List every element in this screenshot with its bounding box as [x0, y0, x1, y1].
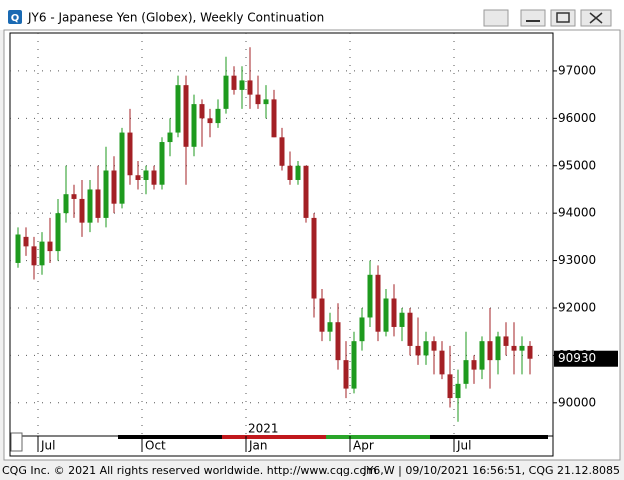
period-bar [326, 435, 430, 439]
candle-body [471, 360, 477, 370]
candle-body [87, 189, 93, 223]
candle-body [295, 165, 301, 180]
candle-body [63, 194, 69, 214]
y-tick-label: 92000 [558, 300, 596, 314]
candle-body [487, 341, 493, 361]
candle-body [527, 345, 533, 359]
candle-body [207, 118, 213, 124]
candle-body [143, 170, 149, 180]
candle-body [383, 298, 389, 332]
candle-body [303, 165, 309, 218]
candle-body [103, 170, 109, 218]
candle-body [167, 132, 173, 143]
x-tick-label: Jul [40, 439, 55, 453]
period-bar [222, 435, 326, 439]
candle-body [455, 383, 461, 399]
candle-body [335, 322, 341, 361]
candle-body [431, 341, 437, 351]
candle-body [519, 345, 525, 351]
period-bar [430, 435, 548, 439]
scroll-handle[interactable] [10, 432, 23, 452]
candle-body [15, 234, 21, 263]
x-tick-label: Jul [456, 439, 471, 453]
candle-body [279, 137, 285, 166]
last-price-box [554, 350, 618, 367]
x-tick-label: Jan [248, 439, 268, 453]
y-tick-label: 90000 [558, 395, 596, 409]
y-tick-label: 93000 [558, 253, 596, 267]
candle-body [39, 241, 45, 266]
candle-body [159, 142, 165, 185]
candle-body [399, 312, 405, 327]
last-price-label: 90930 [558, 351, 596, 365]
y-tick-label: 95000 [558, 158, 596, 172]
app-icon-letter: Q [11, 13, 20, 24]
candle-body [271, 99, 277, 138]
app-icon [8, 10, 22, 24]
candle-body [151, 170, 157, 185]
candle-body [199, 104, 205, 119]
candle-body [359, 317, 365, 342]
candle-body [95, 189, 101, 218]
candle-body [263, 99, 269, 105]
candle-body [503, 336, 509, 346]
candle-body [415, 345, 421, 356]
candle-body [367, 274, 373, 318]
candle-body [327, 322, 333, 332]
y-tick-label: 96000 [558, 111, 596, 125]
candle-body [255, 94, 261, 105]
plot-area [9, 32, 554, 437]
title-bar [0, 0, 624, 30]
candle-body [23, 236, 29, 247]
candle-body [479, 341, 485, 370]
x-tick-label: Oct [145, 439, 166, 453]
candle-body [183, 85, 189, 147]
y-tick-label: 94000 [558, 206, 596, 220]
x-tick-label: Apr [353, 439, 374, 453]
candle-body [495, 336, 501, 361]
footer-right: JY6,W | 09/10/2021 16:56:51, CQG 21.12.8… [362, 464, 620, 477]
candle-body [223, 75, 229, 109]
candle-body [463, 360, 469, 384]
candle-body [439, 350, 445, 375]
candle-body [111, 170, 117, 204]
close-glyph [589, 12, 603, 24]
candle-body [215, 108, 221, 124]
candle-body [79, 198, 85, 223]
minimize-button[interactable] [520, 9, 546, 27]
candle-body [127, 132, 133, 176]
candle-body [391, 298, 397, 327]
y-tick-label: 97000 [558, 63, 596, 77]
candle-body [511, 345, 517, 351]
candle-body [319, 298, 325, 332]
window-title: JY6 - Japanese Yen (Globex), Weekly Cont… [27, 11, 324, 25]
candle-body [175, 85, 181, 133]
candle-body [135, 175, 141, 180]
candle-body [343, 360, 349, 389]
candle-body [447, 374, 453, 399]
candle-body [351, 341, 357, 389]
candle-body [31, 246, 37, 266]
candle-body [231, 75, 237, 90]
candle-body [119, 132, 125, 204]
candle-body [375, 274, 381, 332]
link-button[interactable] [483, 9, 509, 27]
candle-body [311, 217, 317, 299]
candle-body [191, 104, 197, 147]
maximize-glyph [556, 12, 570, 23]
footer-left: CQG Inc. © 2021 All rights reserved worl… [2, 464, 377, 477]
year-label: 2021 [248, 422, 279, 436]
candle-body [55, 213, 61, 252]
candle-body [423, 341, 429, 356]
period-bar [118, 435, 222, 439]
candle-body [71, 194, 77, 199]
candle-body [287, 165, 293, 180]
candle-body [239, 80, 245, 90]
candle-body [47, 241, 53, 252]
candle-body [407, 312, 413, 346]
candle-body [247, 80, 253, 95]
